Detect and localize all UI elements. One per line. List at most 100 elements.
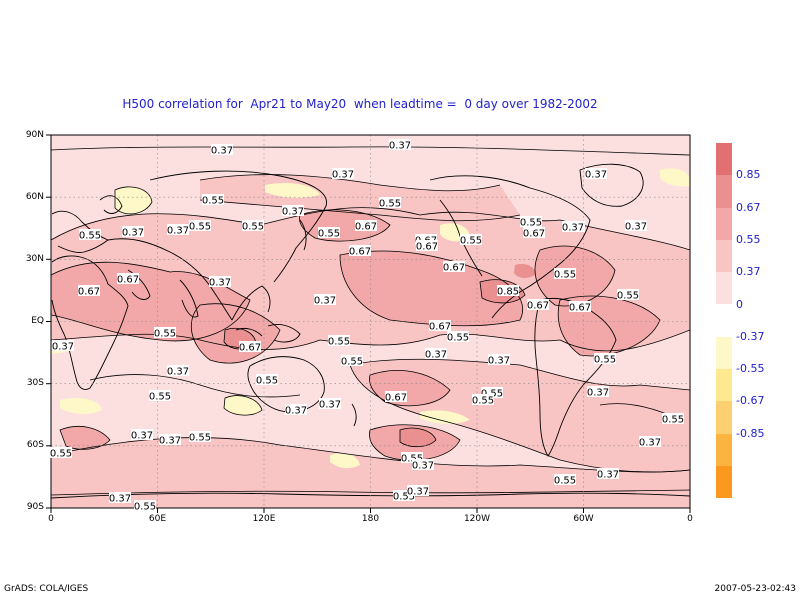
contour-value-label: 0.37 <box>389 139 411 152</box>
contour-label-layer: 0.37 0.370.37 0.370.370.550.37 0.37 0.55 0.55… <box>50 139 684 513</box>
region-neg <box>115 186 152 214</box>
contour-value-label: 0.37 <box>282 205 304 218</box>
contour-value-label: 0.37 <box>52 340 74 353</box>
contour-value-text: 0.55 <box>189 433 211 444</box>
contour-lines <box>51 146 690 496</box>
colorbar-swatch <box>716 272 732 305</box>
region-neg <box>224 395 262 416</box>
contour-value-text: 0.55 <box>256 376 278 387</box>
contour-value-label: 0.37 <box>122 226 144 239</box>
lon-label-120w: 120W <box>463 514 491 524</box>
region-neg <box>265 183 320 198</box>
contour-value-text: 0.37 <box>562 223 584 234</box>
contour-value-label: 0.55 <box>328 335 350 348</box>
contour-value-label: 0.55 <box>472 394 494 407</box>
contour-value-label: 0.37 <box>332 168 354 181</box>
lon-label-0-east: 0 <box>687 514 693 524</box>
contour-value-label: 0.55 <box>256 374 278 387</box>
contour-value-label: 0.37 <box>412 459 434 472</box>
contour-value-text: 0.67 <box>569 303 591 314</box>
contour-value-text: 0.55 <box>554 270 576 281</box>
contour-value-text: 0.37 <box>425 350 447 361</box>
contour-value-label: 0.37 <box>314 294 336 307</box>
contour-value-text: 0.55 <box>149 392 171 403</box>
contour-value-text: 0.55 <box>617 291 639 302</box>
lon-label-120e: 120E <box>252 514 276 524</box>
colorbar-swatch <box>716 369 732 402</box>
lat-label-60s: 60S <box>26 440 44 450</box>
contour-value-text: 0.67 <box>117 275 139 286</box>
lat-label-30n: 30N <box>25 254 44 264</box>
contour-value-text: 0.37 <box>159 436 181 447</box>
contour-value-label: 0.37 <box>285 404 307 417</box>
contour-value-label: 0.55 <box>189 220 211 233</box>
contour-value-label: 0.37 <box>109 492 131 505</box>
contour-value-label: 0.37 <box>319 398 341 411</box>
contour-value-text: 0.67 <box>385 393 407 404</box>
contour-value-text: 0.37 <box>412 461 434 472</box>
colorbar-swatch <box>716 433 732 466</box>
contour-value-text: 0.37 <box>122 228 144 239</box>
colorbar-label: 0 <box>736 297 743 311</box>
contour-value-label: 0.55 <box>189 431 211 444</box>
contour-value-text: 0.55 <box>393 492 415 503</box>
contour-value-text: 0.37 <box>109 494 131 505</box>
contour-value-text: 0.55 <box>460 236 482 247</box>
contour-value-text: 0.55 <box>341 357 363 368</box>
contour-value-label: 0.55 <box>202 194 224 207</box>
contour-value-text: 0.37 <box>488 356 510 367</box>
contour-value-label: 0.37 <box>587 386 609 399</box>
contour-value-label: 0.37 <box>211 144 233 157</box>
contour-value-label: 0.55 <box>154 327 176 340</box>
contour-value-label: 0.37 <box>585 168 607 181</box>
contour-value-text: 0.67 <box>78 287 100 298</box>
contour-value-text: 0.55 <box>79 231 101 242</box>
colorbar-swatch <box>716 304 732 337</box>
contour-value-text: 0.37 <box>167 367 189 378</box>
colorbar-label: 0.37 <box>736 265 761 279</box>
contour-value-label: 0.37 <box>625 220 647 233</box>
contour-value-label: 0.67 <box>443 261 465 274</box>
contour-value-label: 0.37 <box>407 485 429 498</box>
contour-value-text: 0.55 <box>202 196 224 207</box>
axis-ticks <box>46 134 691 513</box>
footer-timestamp: 2007-05-23-02:43 <box>714 584 797 594</box>
contour-value-text: 0.85 <box>497 287 519 298</box>
contour-value-text: 0.37 <box>167 226 189 237</box>
contour-value-label: 0.55 <box>617 289 639 302</box>
contour-value-label: 0.67 <box>527 299 549 312</box>
map-title: H500 correlation for Apr21 to May20 when… <box>122 97 598 111</box>
contour-value-label: 0.55 <box>594 353 616 366</box>
contour-value-text: 0.37 <box>52 342 74 353</box>
contour-value-label: 0.67 <box>117 273 139 286</box>
contour-value-text: 0.55 <box>447 333 469 344</box>
contour-value-text: 0.55 <box>554 476 576 487</box>
contour-value-text: 0.37 <box>407 487 429 498</box>
contour-value-label: 0.55 <box>134 500 156 513</box>
colorbar-swatch <box>716 239 732 273</box>
contour-value-text: 0.67 <box>349 247 371 258</box>
contour-value-text: 0.37 <box>587 388 609 399</box>
contour-value-text: 0.37 <box>211 146 233 157</box>
contour-value-text: 0.37 <box>282 207 304 218</box>
contour-value-label: 0.67 <box>523 227 545 240</box>
contour-value-text: 0.37 <box>389 141 411 152</box>
contour-value-text: 0.67 <box>523 229 545 240</box>
contour-value-label: 0.55 <box>50 447 72 460</box>
contour-value-label: 0.55 <box>242 220 264 233</box>
contour-value-label: 0.37 <box>488 354 510 367</box>
contour-value-text: 0.55 <box>662 415 684 426</box>
contour-value-label: 0.37 <box>562 221 584 234</box>
contour-value-text: 0.67 <box>527 301 549 312</box>
contour-value-text: 0.37 <box>314 296 336 307</box>
lon-label-60e: 60E <box>148 514 167 524</box>
contour-value-text: 0.55 <box>189 222 211 233</box>
contour-value-label: 0.37 <box>131 429 153 442</box>
contour-value-text: 0.37 <box>131 431 153 442</box>
contour-value-label: 0.67 <box>416 240 438 253</box>
region-neg <box>60 398 102 414</box>
contour-value-label: 0.55 <box>149 390 171 403</box>
lon-label-60w: 60W <box>573 514 594 524</box>
contour-value-text: 0.55 <box>594 355 616 366</box>
contour-value-label: 0.55 <box>341 355 363 368</box>
